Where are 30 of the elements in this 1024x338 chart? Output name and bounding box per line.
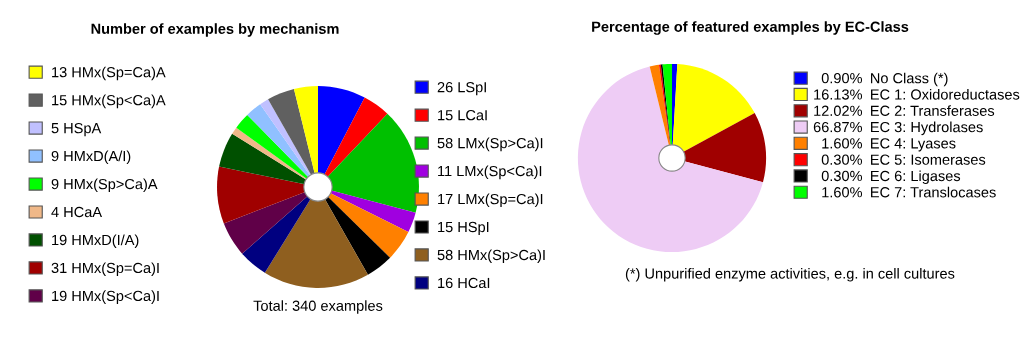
- chart-title: Percentage of featured examples by EC-Class: [592, 21, 909, 35]
- legend-label: 26 LSpI: [437, 82, 486, 96]
- legend-label: 17 LMx(Sp=Ca)I: [438, 193, 543, 208]
- legend-label: 1.60% EC 4: Lyases: [822, 138, 956, 152]
- legend-label: 12.02% EC 2: Transferases: [814, 105, 995, 116]
- legend-label: 15 HMx(Sp<Ca)A: [52, 94, 166, 109]
- pie-slice: [577, 66, 763, 253]
- legend-label: 15 HSpI: [438, 221, 489, 236]
- legend-label: 58 LMx(Sp>Ca)I: [437, 137, 543, 152]
- legend-label: 66.87% EC 3: Hydrolases: [813, 121, 983, 136]
- legend-label: 0.90% No Class (*): [821, 72, 948, 87]
- legend-label: 19 HMxD(I/A): [52, 234, 139, 249]
- legend-label: 19 HMx(Sp<Ca)I: [52, 290, 159, 304]
- legend-label: 4 HCaA: [51, 206, 103, 218]
- legend-label: 15 LCaI: [438, 109, 487, 121]
- legend-label: 31 HMx(Sp=Ca)I: [51, 262, 159, 276]
- legend-label: 5 HSpA: [51, 122, 102, 137]
- chart-title: Number of examples by mechanism: [91, 23, 339, 37]
- text: Total: 340 examples: [253, 300, 383, 314]
- legend-label: 0.30% EC 6: Ligases: [821, 170, 961, 185]
- legend-label: 16 HCaI: [438, 277, 490, 289]
- legend-label: 58 HMx(Sp>Ca)I: [437, 249, 545, 264]
- text: (*) Unpurified enzyme activities, e.g. in cell cultures: [625, 268, 955, 282]
- legend-label: 9 HMxD(A/I): [51, 150, 131, 165]
- legend-label: 11 LMx(Sp<Ca)I: [438, 165, 542, 180]
- legend-label: 1.60% EC 7: Translocases: [822, 186, 996, 198]
- legend-label: 9 HMx(Sp>Ca)A: [51, 178, 158, 193]
- legend-label: 13 HMx(Sp=Ca)A: [52, 66, 166, 81]
- legend-label: 0.30% EC 5: Isomerases: [821, 154, 986, 165]
- legend-label: 16.13% EC 1: Oxidoreductases: [814, 88, 1020, 100]
